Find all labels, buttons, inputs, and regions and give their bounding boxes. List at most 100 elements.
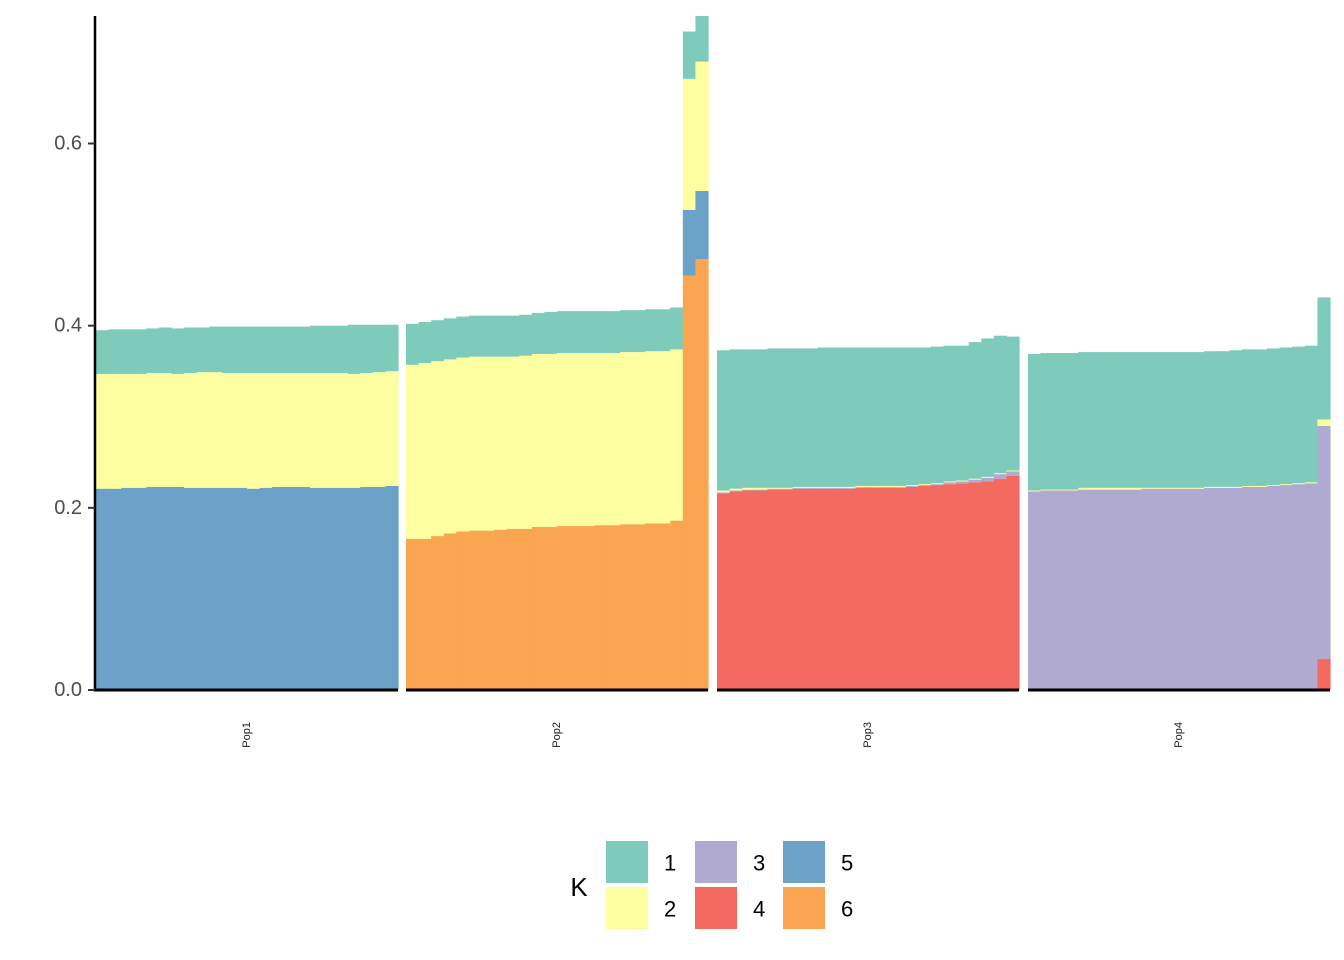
bar-segment-k2 (817, 486, 831, 488)
panel-pop1 (96, 324, 399, 692)
bar-segment-k2 (468, 356, 483, 531)
bar-segment-k1 (880, 347, 894, 486)
bar-segment-k3 (754, 489, 768, 491)
bar-segment-k6 (645, 523, 659, 690)
bar-segment-k3 (830, 487, 844, 489)
bar-segment-k3 (1267, 485, 1281, 690)
bar-segment-k6 (657, 523, 671, 690)
bar-segment-k5 (297, 486, 311, 690)
bar-segment-k2 (657, 351, 671, 524)
bar-segment-k6 (456, 531, 470, 690)
bar-segment-k2 (1090, 487, 1105, 490)
bar-segment-k1 (309, 325, 324, 374)
bar-segment-k2 (1065, 489, 1079, 491)
bar-segment-k1 (657, 309, 671, 352)
bar-segment-k5 (309, 487, 324, 690)
bar-segment-k5 (247, 488, 261, 690)
bar-segment-k2 (284, 373, 298, 487)
bar-segment-k1 (209, 326, 223, 373)
bar-segment-k3 (918, 485, 932, 486)
legend-key-5 (783, 841, 825, 883)
bar-segment-k2 (1254, 485, 1268, 487)
bar-segment-k1 (284, 326, 298, 374)
bar-segment-k3 (1065, 490, 1079, 690)
bar-segment-k4 (930, 485, 945, 690)
bar-segment-k2 (1116, 487, 1130, 490)
bar-segment-k1 (868, 347, 882, 486)
bar-segment-k2 (695, 61, 709, 191)
bar-segment-k2 (670, 349, 684, 521)
bar-segment-k2 (594, 353, 608, 526)
bar-segment-k6 (670, 520, 684, 690)
y-tick-label: 0.6 (54, 133, 82, 155)
bar-segment-k5 (234, 487, 248, 690)
bar-segment-k2 (930, 483, 945, 485)
bar-segment-k3 (893, 486, 907, 488)
bar-segment-k3 (1229, 487, 1243, 690)
bar-segment-k4 (918, 485, 932, 690)
legend-key-6 (783, 887, 825, 929)
bar-segment-k1 (1053, 353, 1067, 490)
bar-segment-k6 (506, 528, 520, 690)
bar-segment-k1 (1153, 352, 1168, 488)
bar-segment-k1 (968, 342, 982, 479)
bar-segment-k3 (1090, 489, 1105, 690)
bar-segment-k5 (221, 487, 236, 690)
bar-segment-k2 (347, 373, 361, 488)
bar-segment-k1 (247, 326, 261, 374)
bar-segment-k3 (1179, 488, 1193, 690)
bar-segment-k2 (1304, 482, 1319, 484)
bar-segment-k3 (1141, 488, 1155, 690)
bar-segment-k1 (607, 311, 621, 353)
bar-segment-k5 (158, 486, 173, 690)
bar-segment-k2 (1267, 485, 1281, 486)
bar-segment-k4 (893, 487, 907, 690)
bar-segment-k5 (133, 487, 147, 690)
bar-segment-k1 (1229, 350, 1243, 487)
bar-segment-k5 (146, 486, 160, 690)
bar-segment-k1 (431, 320, 445, 362)
bar-segment-k1 (842, 347, 857, 487)
bar-segment-k1 (1128, 352, 1142, 488)
legend: K 1 3 5 2 4 6 (570, 841, 853, 929)
bar-segment-k4 (956, 483, 970, 690)
bar-segment-k1 (385, 324, 399, 372)
bar-segment-k2 (805, 486, 819, 488)
bar-segment-k3 (1204, 487, 1218, 690)
bar-segment-k1 (729, 349, 743, 489)
bar-segment-k2 (893, 485, 907, 487)
bar-segment-k3 (1128, 489, 1142, 690)
bar-segment-k3 (981, 477, 995, 482)
legend-label-2: 2 (664, 897, 676, 922)
bar-segment-k3 (842, 487, 857, 489)
bar-segment-k6 (544, 526, 558, 690)
bar-segment-k2 (406, 364, 420, 539)
bar-segment-k4 (842, 488, 857, 690)
bar-segment-k1 (1065, 353, 1079, 490)
bar-segment-k6 (418, 538, 432, 690)
facet-labels: Pop1 Pop2 Pop3 Pop4 (241, 722, 1185, 748)
bar-segment-k1 (742, 349, 756, 488)
bar-segment-k4 (880, 487, 894, 690)
bar-segment-k3 (779, 488, 794, 490)
bar-segment-k2 (1053, 489, 1067, 491)
bar-segment-k2 (1216, 486, 1230, 488)
bar-segment-k1 (456, 316, 470, 358)
bar-segment-k6 (682, 275, 697, 690)
bar-segment-k2 (494, 356, 508, 530)
bar-segment-k3 (968, 479, 982, 483)
bar-segment-k5 (209, 487, 223, 690)
bar-segment-k2 (880, 485, 894, 487)
bar-segment-k1 (1078, 352, 1092, 488)
bar-segment-k6 (481, 530, 495, 690)
bar-segment-k6 (569, 526, 583, 690)
bar-segment-k1 (981, 338, 995, 477)
bar-segment-k3 (1317, 425, 1331, 660)
bar-segment-k3 (956, 481, 970, 484)
bar-segment-k1 (1279, 347, 1293, 485)
bar-segment-k3 (742, 489, 756, 491)
bar-segment-k5 (196, 487, 210, 690)
bar-segment-k1 (531, 312, 546, 354)
bar-segment-k3 (1103, 489, 1117, 690)
bar-segment-k6 (406, 538, 420, 690)
